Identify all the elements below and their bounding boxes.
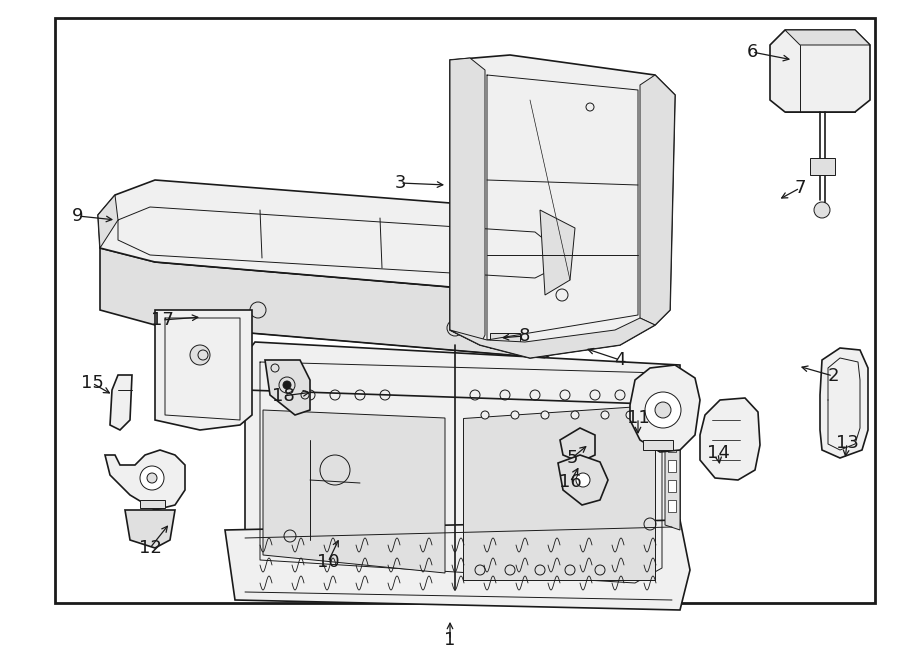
- Polygon shape: [110, 375, 132, 430]
- Bar: [668, 480, 676, 492]
- Circle shape: [283, 381, 291, 389]
- Polygon shape: [770, 30, 870, 112]
- Polygon shape: [665, 380, 680, 530]
- Bar: [668, 420, 676, 432]
- Polygon shape: [125, 510, 175, 548]
- Circle shape: [655, 402, 671, 418]
- Text: 6: 6: [746, 43, 758, 61]
- Polygon shape: [700, 398, 760, 480]
- Bar: [490, 333, 520, 348]
- Circle shape: [140, 466, 164, 490]
- Polygon shape: [105, 450, 185, 510]
- Bar: [668, 460, 676, 472]
- Polygon shape: [450, 58, 485, 345]
- Text: 8: 8: [518, 327, 530, 345]
- Bar: [140, 500, 165, 508]
- Polygon shape: [785, 30, 870, 45]
- Text: 16: 16: [559, 473, 581, 491]
- Text: 2: 2: [827, 367, 839, 385]
- Circle shape: [190, 345, 210, 365]
- Text: 15: 15: [81, 374, 104, 392]
- Circle shape: [645, 392, 681, 428]
- Polygon shape: [810, 158, 835, 175]
- Polygon shape: [265, 360, 310, 415]
- Polygon shape: [820, 348, 868, 458]
- Polygon shape: [450, 318, 655, 358]
- Polygon shape: [463, 405, 655, 580]
- Circle shape: [814, 202, 830, 218]
- Text: 11: 11: [626, 409, 650, 427]
- Circle shape: [541, 411, 549, 419]
- Polygon shape: [98, 195, 118, 248]
- Bar: [643, 440, 673, 450]
- Text: 7: 7: [794, 179, 806, 197]
- Circle shape: [576, 473, 590, 487]
- Text: 1: 1: [445, 631, 455, 649]
- Bar: [668, 440, 676, 452]
- Text: 13: 13: [835, 434, 859, 452]
- Polygon shape: [245, 342, 680, 595]
- Bar: [55, 18, 875, 603]
- Bar: [668, 500, 676, 512]
- Bar: [668, 400, 676, 412]
- Circle shape: [626, 411, 634, 419]
- Text: 3: 3: [394, 174, 406, 192]
- Polygon shape: [630, 365, 700, 452]
- Polygon shape: [225, 520, 690, 610]
- Text: 9: 9: [72, 207, 84, 225]
- Polygon shape: [155, 310, 252, 430]
- Circle shape: [481, 411, 489, 419]
- Polygon shape: [540, 210, 575, 295]
- Polygon shape: [450, 55, 675, 358]
- Polygon shape: [100, 248, 575, 358]
- Polygon shape: [640, 75, 675, 325]
- Text: 4: 4: [614, 351, 626, 369]
- Text: 14: 14: [706, 444, 729, 462]
- Text: 17: 17: [150, 311, 174, 329]
- Circle shape: [601, 411, 609, 419]
- Circle shape: [147, 473, 157, 483]
- Polygon shape: [98, 180, 575, 295]
- Circle shape: [571, 411, 579, 419]
- Polygon shape: [560, 428, 595, 462]
- Polygon shape: [558, 455, 608, 505]
- Polygon shape: [263, 410, 445, 573]
- Circle shape: [511, 411, 519, 419]
- Text: 5: 5: [566, 449, 578, 467]
- Text: 18: 18: [272, 387, 294, 405]
- Text: 12: 12: [139, 539, 161, 557]
- Text: 10: 10: [317, 553, 339, 571]
